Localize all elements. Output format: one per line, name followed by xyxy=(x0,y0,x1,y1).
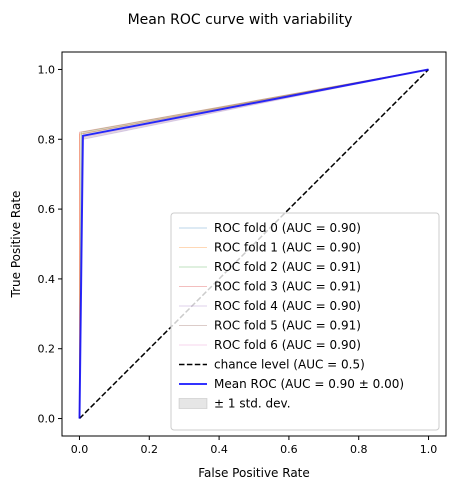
y-tick-label: 0.0 xyxy=(38,413,56,426)
x-tick-label: 0.8 xyxy=(350,443,368,456)
y-tick-label: 0.8 xyxy=(38,133,56,146)
legend: ROC fold 0 (AUC = 0.90) ROC fold 1 (AUC =… xyxy=(170,212,440,431)
roc-fold-3-line xyxy=(79,69,429,419)
x-axis: 0.0 0.2 0.4 0.6 0.8 1.0 xyxy=(71,436,438,456)
x-tick-label: 1.0 xyxy=(420,443,438,456)
legend-label-fold-0: ROC fold 0 (AUC = 0.90) xyxy=(214,221,361,235)
x-tick-label: 0.0 xyxy=(71,443,89,456)
legend-box xyxy=(170,212,440,431)
x-tick-label: 0.2 xyxy=(141,443,159,456)
legend-label-fold-2: ROC fold 2 (AUC = 0.91) xyxy=(214,260,361,274)
y-tick-label: 1.0 xyxy=(38,63,56,76)
chart-title: Mean ROC curve with variability xyxy=(128,12,353,28)
y-axis: 0.0 0.2 0.4 0.6 0.8 1.0 xyxy=(38,63,62,426)
legend-label-fold-1: ROC fold 1 (AUC = 0.90) xyxy=(214,241,361,255)
legend-label-chance: chance level (AUC = 0.5) xyxy=(214,358,365,372)
plot-area xyxy=(78,68,430,420)
legend-label-fold-4: ROC fold 4 (AUC = 0.90) xyxy=(214,299,361,313)
y-tick-label: 0.4 xyxy=(38,273,56,286)
mean-roc-line xyxy=(78,68,429,419)
y-tick-label: 0.2 xyxy=(38,343,56,356)
legend-label-fold-5: ROC fold 5 (AUC = 0.91) xyxy=(214,319,361,333)
x-tick-label: 0.6 xyxy=(280,443,298,456)
x-tick-label: 0.4 xyxy=(210,443,228,456)
axes-frame xyxy=(61,51,447,437)
x-axis-label: False Positive Rate xyxy=(198,466,310,480)
legend-label-fold-6: ROC fold 6 (AUC = 0.90) xyxy=(214,338,361,352)
y-tick-label: 0.6 xyxy=(38,203,56,216)
legend-label-fold-3: ROC fold 3 (AUC = 0.91) xyxy=(214,280,361,294)
legend-label-std-band: ± 1 std. dev. xyxy=(214,397,291,411)
y-axis-label: True Positive Rate xyxy=(9,191,23,299)
legend-handle-std-band xyxy=(178,398,208,409)
legend-label-mean: Mean ROC (AUC = 0.90 ± 0.00) xyxy=(214,377,404,391)
